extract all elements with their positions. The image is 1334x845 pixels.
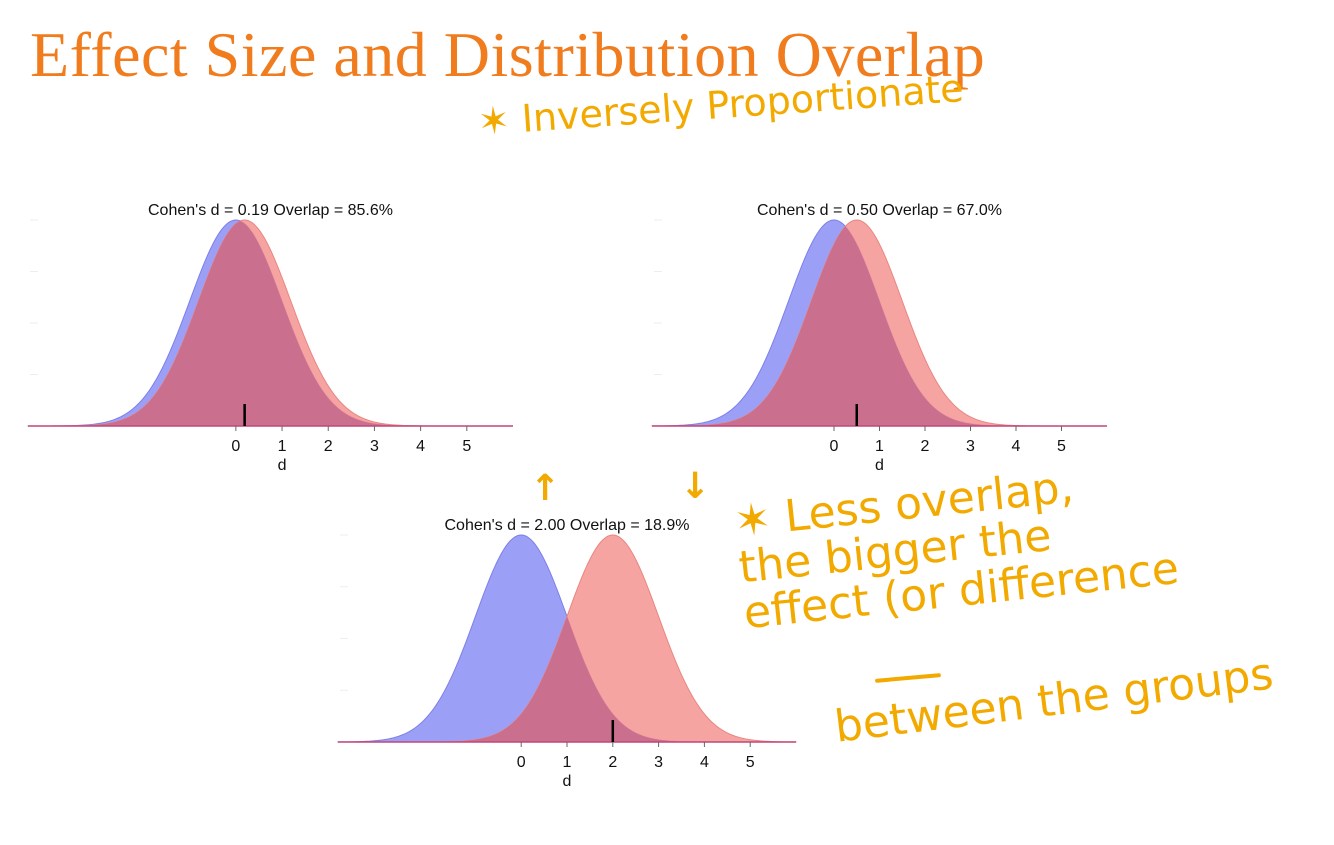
x-tick-label: 4: [700, 754, 709, 771]
x-tick-label: 3: [654, 754, 663, 771]
annotation-between-groups: between the groups: [831, 648, 1276, 753]
x-tick-label: 3: [370, 438, 379, 455]
arrow-down-annotation: ↓: [680, 466, 711, 507]
x-tick-label: 2: [608, 754, 617, 771]
distribution-overlap: [28, 220, 513, 426]
x-tick-label: 4: [416, 438, 425, 455]
chart-panel-d050: Cohen's d = 0.50 Overlap = 67.0% 0 1 2 3 4 5 d: [651, 202, 1107, 474]
x-axis-label: d: [563, 773, 572, 790]
x-tick-label: 0: [517, 754, 526, 771]
x-tick-label: 0: [231, 438, 240, 455]
x-tick-label: 1: [875, 438, 884, 455]
arrow-up-annotation: ↑: [530, 468, 561, 509]
x-tick-label: 5: [746, 754, 755, 771]
x-tick-label: 2: [324, 438, 333, 455]
x-tick-label: 1: [563, 754, 572, 771]
x-tick-label: 1: [278, 438, 287, 455]
x-tick-label: 3: [966, 438, 975, 455]
chart-panel-d019: Cohen's d = 0.19 Overlap = 85.6% 0 1 2 3 4 5 d: [27, 202, 513, 474]
slide-title: Effect Size and Distribution Overlap: [30, 19, 986, 90]
x-tick-label: 4: [1012, 438, 1021, 455]
x-tick-label: 5: [462, 438, 471, 455]
chart-title: Cohen's d = 0.19 Overlap = 85.6%: [148, 202, 393, 219]
distribution-overlap: [338, 616, 796, 742]
chart-panel-d200: Cohen's d = 2.00 Overlap = 18.9% 0 1 2 3 4 5 d: [337, 517, 797, 790]
x-tick-label: 0: [830, 438, 839, 455]
x-axis-label: d: [875, 457, 884, 474]
distribution-overlap: [652, 226, 1107, 426]
chart-title: Cohen's d = 2.00 Overlap = 18.9%: [445, 517, 690, 534]
annotation-underline: [874, 673, 942, 683]
x-axis-label: d: [278, 457, 287, 474]
x-tick-label: 2: [921, 438, 930, 455]
chart-title: Cohen's d = 0.50 Overlap = 67.0%: [757, 202, 1002, 219]
x-tick-label: 5: [1057, 438, 1066, 455]
